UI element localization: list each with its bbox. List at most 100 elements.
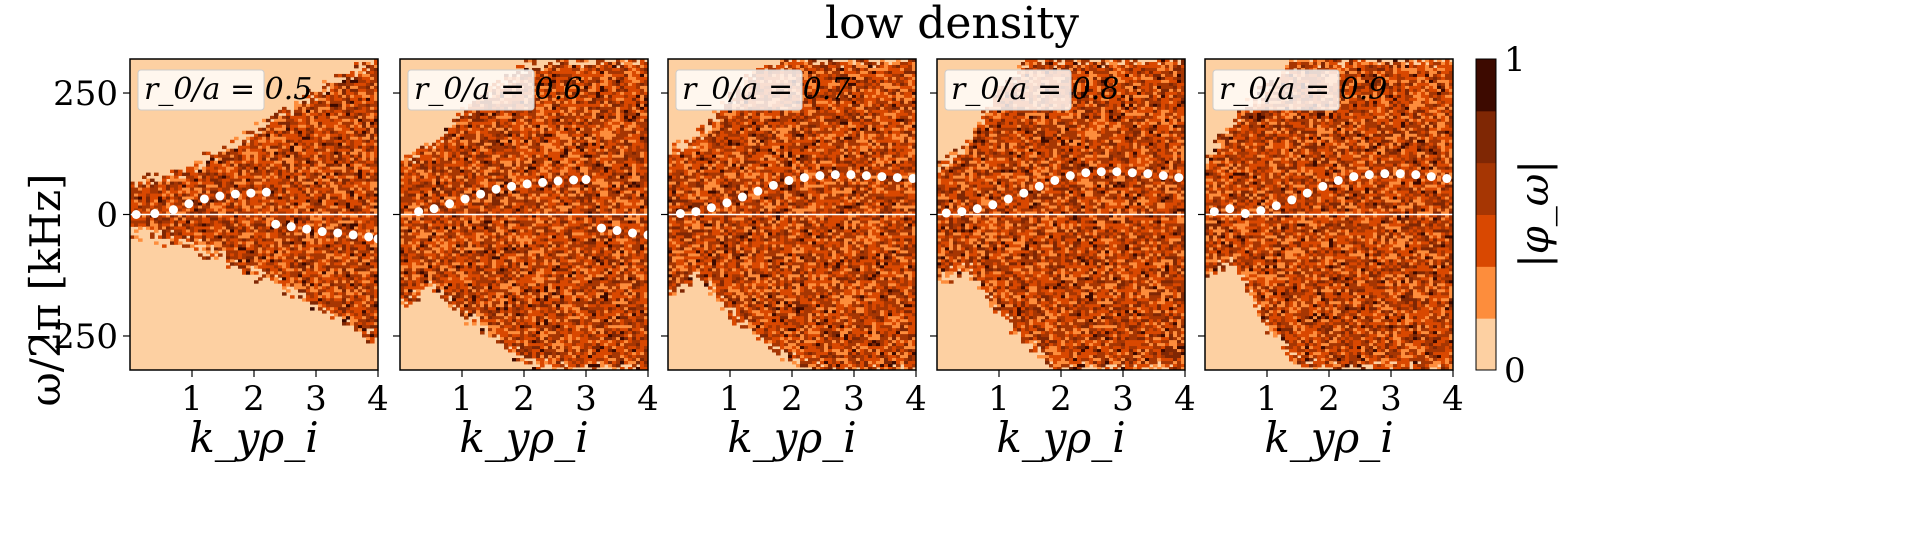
dispersion-marker — [286, 222, 296, 232]
heatmap-cell — [476, 163, 481, 168]
heatmap-cell — [178, 208, 183, 212]
heatmap-cell — [460, 127, 465, 132]
heatmap-cell — [496, 124, 501, 129]
heatmap-cell — [322, 211, 327, 215]
heatmap-cell — [206, 211, 211, 215]
heatmap-cell — [424, 265, 429, 269]
heatmap-cell — [428, 184, 433, 188]
heatmap-cell — [362, 187, 367, 191]
heatmap-cell — [488, 259, 493, 263]
heatmap-cell — [274, 115, 279, 120]
heatmap-cell — [496, 127, 501, 132]
heatmap-cell — [342, 220, 347, 224]
heatmap-cell — [306, 115, 311, 120]
heatmap-cell — [250, 136, 255, 141]
heatmap-cell — [330, 103, 335, 108]
heatmap-cell — [210, 169, 215, 174]
heatmap-cell — [238, 229, 243, 233]
heatmap-cell — [412, 220, 417, 224]
heatmap-cell — [334, 265, 339, 269]
heatmap-cell — [186, 166, 191, 171]
heatmap-cell — [484, 229, 489, 233]
heatmap-cell — [342, 175, 347, 180]
heatmap-cell — [142, 208, 147, 212]
heatmap-cell — [400, 238, 405, 242]
heatmap-cell — [472, 127, 477, 132]
heatmap-cell — [504, 268, 509, 272]
heatmap-cell — [496, 247, 501, 251]
heatmap-cell — [500, 130, 505, 135]
heatmap-cell — [354, 109, 359, 114]
heatmap-cell — [306, 157, 311, 162]
heatmap-cell — [334, 142, 339, 147]
heatmap-cell — [456, 196, 461, 200]
heatmap-cell — [342, 133, 347, 138]
heatmap-cell — [342, 280, 347, 284]
heatmap-cell — [338, 97, 343, 102]
heatmap-cell — [250, 199, 255, 203]
heatmap-cell — [298, 148, 303, 153]
heatmap-cell — [198, 181, 203, 185]
heatmap-cell — [186, 196, 191, 200]
heatmap-cell — [242, 259, 247, 263]
heatmap-cell — [424, 157, 429, 162]
heatmap-cell — [318, 199, 323, 203]
heatmap-cell — [330, 94, 335, 99]
heatmap-cell — [290, 238, 295, 242]
heatmap-cell — [456, 145, 461, 150]
heatmap-cell — [330, 151, 335, 156]
heatmap-cell — [174, 235, 179, 239]
heatmap-cell — [492, 175, 497, 180]
heatmap-cell — [238, 214, 243, 218]
heatmap-cell — [302, 277, 307, 281]
heatmap-cell — [374, 313, 378, 317]
heatmap-cell — [362, 127, 367, 132]
heatmap-cell — [278, 166, 283, 171]
heatmap-cell — [432, 217, 437, 221]
heatmap-cell — [342, 100, 347, 105]
heatmap-cell — [350, 100, 355, 105]
heatmap-cell — [488, 313, 493, 317]
heatmap-cell — [306, 259, 311, 263]
heatmap-cell — [282, 247, 287, 251]
heatmap-cell — [214, 208, 219, 212]
heatmap-cell — [342, 163, 347, 168]
heatmap-cell — [374, 169, 378, 174]
heatmap-cell — [170, 175, 175, 180]
heatmap-cell — [504, 190, 509, 194]
heatmap-cell — [330, 169, 335, 174]
heatmap-cell — [246, 166, 251, 171]
heatmap-cell — [194, 214, 199, 218]
heatmap-cell — [350, 322, 355, 326]
heatmap-cell — [246, 247, 251, 251]
heatmap-cell — [262, 178, 267, 183]
heatmap-cell — [242, 151, 247, 156]
heatmap-cell — [274, 205, 279, 209]
heatmap-cell — [374, 136, 378, 141]
heatmap-cell — [234, 226, 239, 230]
heatmap-cell — [424, 223, 429, 227]
heatmap-cell — [218, 163, 223, 168]
heatmap-cell — [460, 163, 465, 168]
heatmap-cell — [190, 235, 195, 239]
heatmap-cell — [492, 322, 497, 326]
heatmap-cell — [460, 184, 465, 188]
heatmap-cell — [370, 193, 375, 197]
heatmap-cell — [460, 253, 465, 257]
heatmap-cell — [170, 178, 175, 183]
heatmap-cell — [186, 229, 191, 233]
heatmap-cell — [346, 85, 351, 90]
heatmap-cell — [270, 259, 275, 263]
heatmap-cell — [270, 265, 275, 269]
heatmap-cell — [508, 232, 513, 236]
heatmap-cell — [412, 247, 417, 251]
heatmap-cell — [290, 151, 295, 156]
heatmap-cell — [488, 316, 493, 320]
heatmap-cell — [298, 172, 303, 177]
heatmap-cell — [404, 265, 409, 269]
heatmap-cell — [374, 262, 378, 266]
heatmap-cell — [278, 214, 283, 218]
heatmap-cell — [476, 235, 481, 239]
heatmap-cell — [512, 112, 517, 117]
heatmap-cell — [330, 217, 335, 221]
